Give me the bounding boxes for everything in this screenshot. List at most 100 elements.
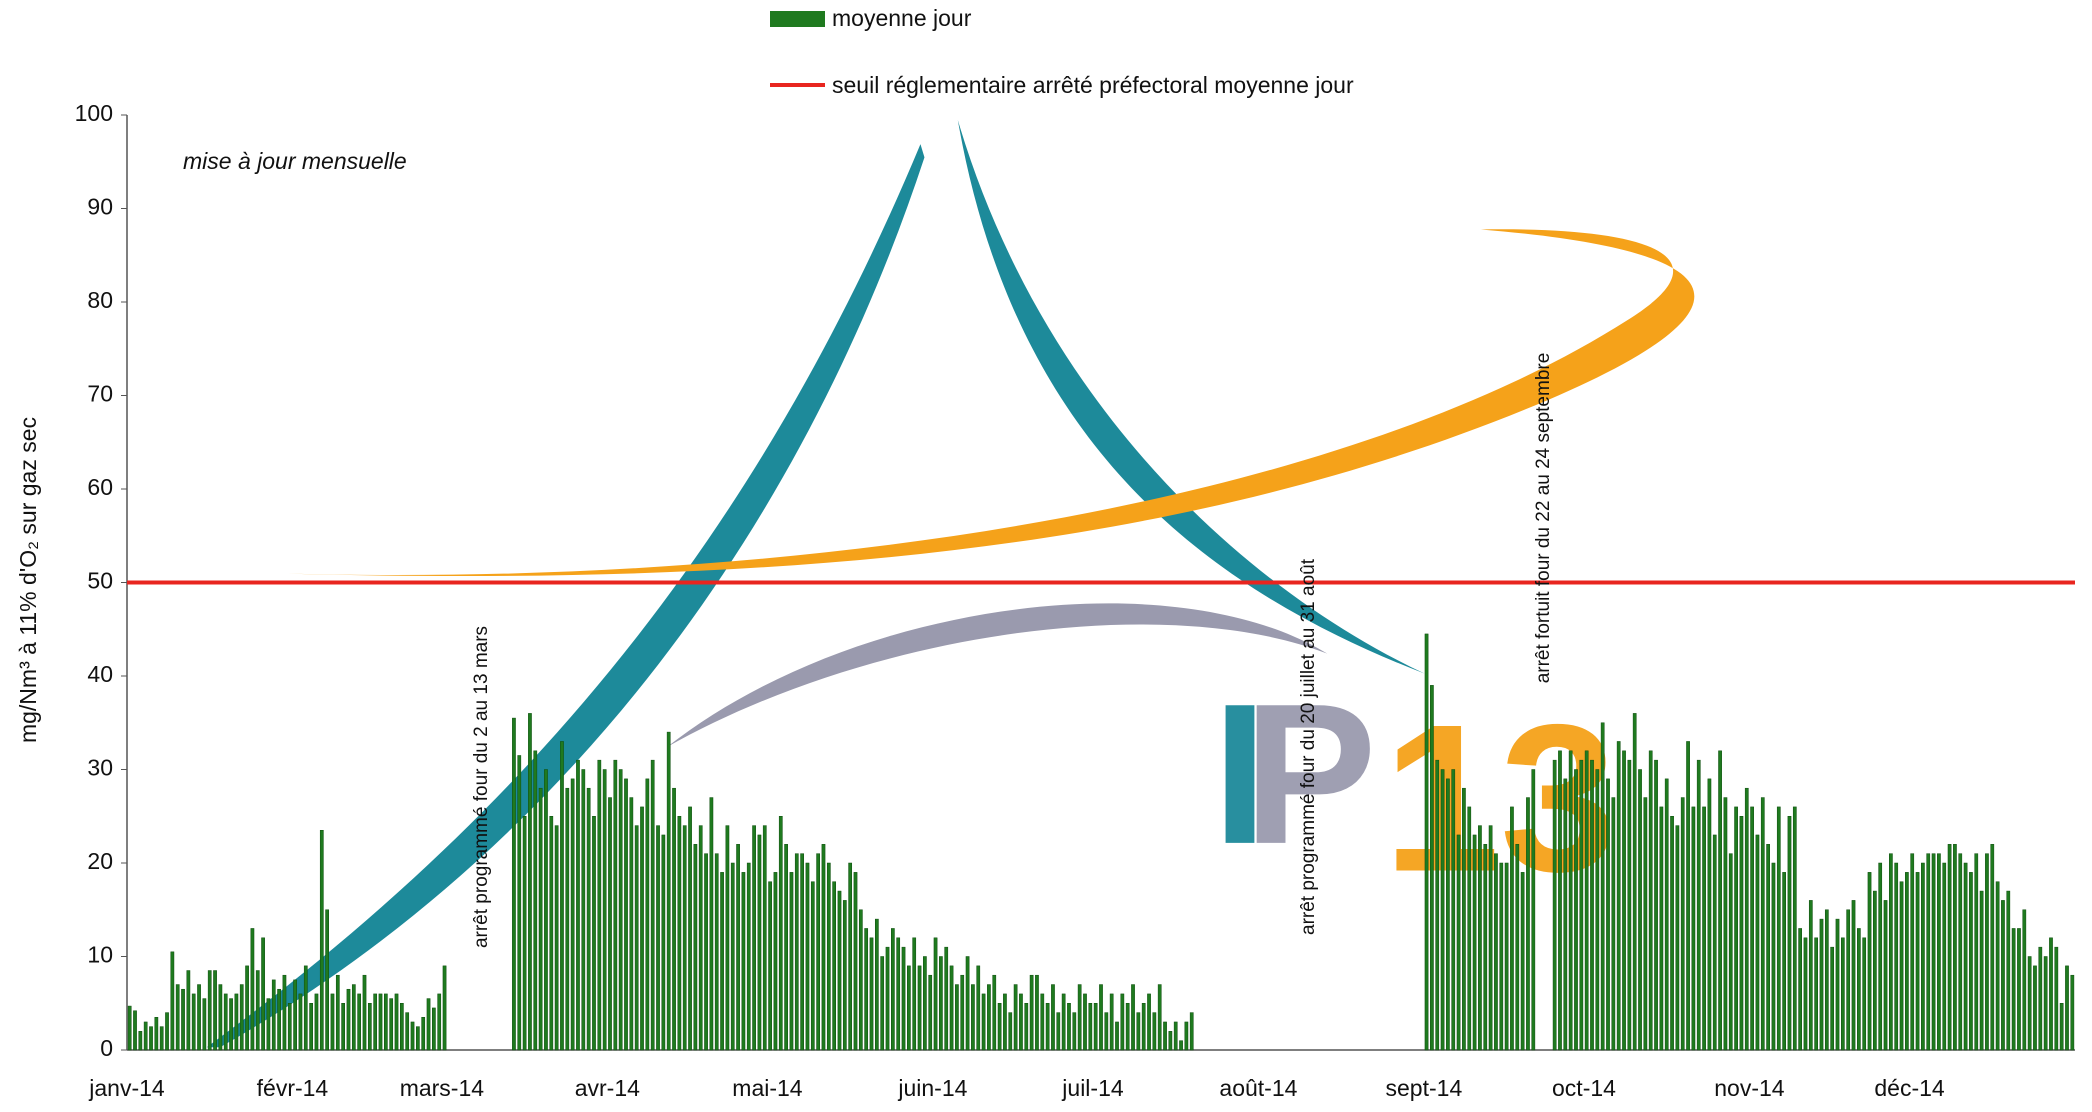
bar [923,956,927,1051]
bar [704,853,708,1051]
bar [1606,778,1610,1051]
bar [383,993,388,1051]
bar [1611,797,1616,1051]
bar [335,974,340,1051]
bar [1691,806,1696,1051]
bar [207,970,212,1051]
bar [1654,759,1658,1051]
bar [1141,1003,1146,1051]
bar [682,825,687,1051]
bar [1755,834,1760,1051]
bar [1867,872,1872,1051]
bar [869,937,874,1051]
bar [362,974,367,1051]
bar [239,984,244,1051]
bar [1675,825,1680,1051]
bar [650,759,655,1051]
bar [907,965,911,1051]
bar [1136,1012,1141,1051]
bar [554,825,559,1051]
bar [522,816,527,1051]
bar [261,937,265,1051]
bar [1915,872,1920,1051]
bar [2065,965,2069,1051]
bar [1189,1012,1194,1051]
y-tick-label: 40 [87,661,113,687]
bar [778,816,783,1051]
bar [1168,1031,1173,1051]
bar [1125,1003,1130,1051]
bar [1622,750,1626,1051]
bar [826,862,831,1051]
bar [341,1003,345,1051]
bar [1520,872,1525,1051]
bar [698,825,703,1051]
bar [437,993,442,1051]
bar [688,806,692,1051]
bar [1990,844,1995,1051]
bar [1456,834,1461,1051]
bar [597,759,602,1051]
bar [714,853,719,1051]
bar [608,797,612,1051]
legend-label: moyenne jour [832,5,972,31]
bar [891,928,895,1051]
x-tick-label: août-14 [1219,1075,1297,1101]
bar [1584,750,1589,1051]
bar [757,834,762,1051]
bar [1702,806,1706,1051]
x-tick-label: juil-14 [1061,1075,1124,1101]
bar [2001,900,2005,1051]
bar [768,881,772,1051]
bar [2022,909,2027,1051]
bar [570,778,575,1051]
bar [549,816,554,1051]
bar [1104,1012,1109,1051]
bar [1067,1003,1071,1051]
bar [1803,937,1808,1051]
bar [389,998,394,1051]
bar [832,881,837,1051]
bar [965,956,970,1051]
bar [367,1003,372,1051]
bar [159,1026,164,1051]
bar [933,937,938,1051]
bar [1894,862,1899,1051]
bar [1574,769,1578,1051]
bar [1638,769,1642,1051]
bar [1040,993,1045,1051]
y-tick-label: 90 [87,194,113,220]
bar [1953,844,1957,1051]
bar [976,965,981,1051]
bar [602,769,607,1051]
bar [1472,834,1477,1051]
bar [250,928,255,1051]
bar [821,844,826,1051]
bar [853,872,858,1051]
bar [1088,1003,1093,1051]
bar [1979,890,1984,1051]
bar [1707,778,1712,1051]
bar [805,862,810,1051]
bar [325,909,329,1051]
bar [1184,1021,1189,1051]
bar [773,872,778,1051]
bar [1931,853,1936,1051]
bar [1504,862,1509,1051]
logo-watermark [206,120,1695,1048]
bar [1109,993,1114,1051]
bar [1926,853,1931,1051]
bar [752,825,756,1051]
bar [432,1007,436,1051]
bar [1462,787,1466,1051]
x-tick-label: mars-14 [400,1075,485,1101]
x-tick-label: févr-14 [257,1075,329,1101]
bar [2054,946,2059,1051]
bar [1889,853,1893,1051]
bar [512,717,516,1051]
bar [1526,797,1530,1051]
bar [1600,722,1605,1051]
bar [1632,713,1637,1051]
bar [997,1003,1002,1051]
